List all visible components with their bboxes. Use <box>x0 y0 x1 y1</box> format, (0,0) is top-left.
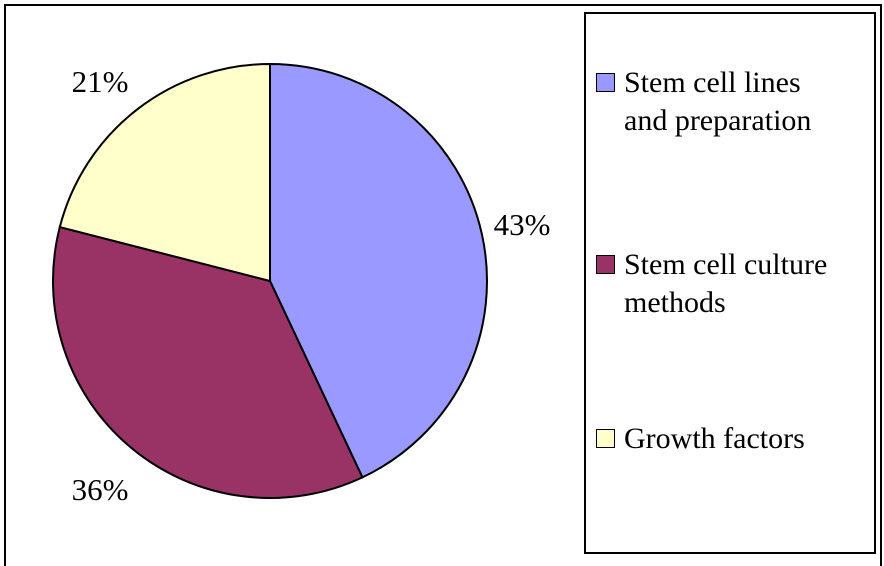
legend-swatch-stem-cell-culture <box>596 255 615 274</box>
legend-label-stem-cell-lines: Stem cell lines and preparation <box>624 64 864 140</box>
legend-swatch-stem-cell-lines <box>596 73 615 92</box>
slice-percent-label-2: 21% <box>72 64 129 99</box>
legend-item-stem-cell-culture: Stem cell culture methods <box>596 246 864 322</box>
legend-label-stem-cell-culture: Stem cell culture methods <box>624 246 864 322</box>
legend-label-growth-factors: Growth factors <box>624 420 864 458</box>
slice-percent-label-1: 36% <box>72 472 129 507</box>
legend-label-line: and preparation <box>624 102 864 140</box>
legend-item-growth-factors: Growth factors <box>596 420 864 458</box>
legend-swatch-growth-factors <box>596 429 615 448</box>
legend-label-line: methods <box>624 284 864 322</box>
legend: Stem cell lines and preparation Stem cel… <box>584 12 876 554</box>
legend-label-line: Growth factors <box>624 420 864 458</box>
slice-percent-label-0: 43% <box>494 207 551 242</box>
legend-label-line: Stem cell culture <box>624 246 864 284</box>
legend-label-line: Stem cell lines <box>624 64 864 102</box>
legend-item-stem-cell-lines: Stem cell lines and preparation <box>596 64 864 140</box>
